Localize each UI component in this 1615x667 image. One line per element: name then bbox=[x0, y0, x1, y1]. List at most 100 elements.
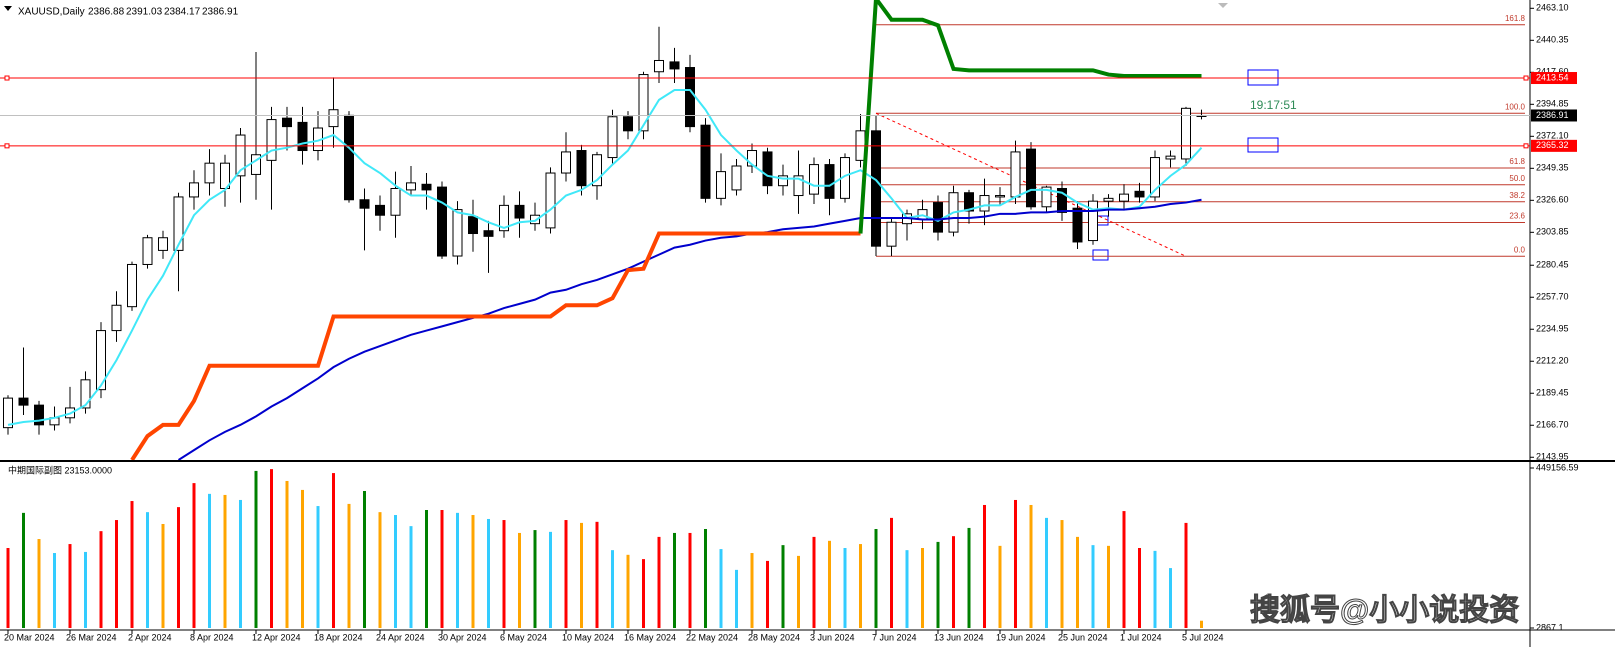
candle-body bbox=[375, 204, 385, 216]
plot-clip-group bbox=[3, 0, 1525, 460]
bar bbox=[1138, 548, 1141, 628]
candle-body bbox=[762, 151, 773, 187]
price-tag bbox=[1531, 109, 1577, 122]
bar bbox=[440, 510, 444, 628]
x-tick-label: 1 Jul 2024 bbox=[1120, 632, 1162, 642]
indicator-line bbox=[858, 0, 1202, 234]
bar bbox=[22, 512, 25, 628]
bar bbox=[394, 515, 397, 628]
bar bbox=[564, 520, 568, 628]
bar bbox=[580, 522, 583, 628]
x-tick-label: 30 Apr 2024 bbox=[438, 632, 487, 642]
candle-body bbox=[297, 121, 308, 152]
bar bbox=[781, 545, 785, 628]
bar bbox=[1169, 568, 1172, 628]
bar bbox=[6, 548, 10, 628]
y-tick-label: 2234.95 bbox=[1536, 324, 1569, 334]
bar bbox=[719, 549, 723, 628]
y-tick-label: 2189.45 bbox=[1536, 388, 1569, 398]
bar bbox=[456, 512, 459, 628]
candle-body bbox=[189, 182, 199, 198]
bar bbox=[626, 554, 630, 628]
x-tick-label: 5 Jul 2024 bbox=[1182, 632, 1224, 642]
candle-body bbox=[3, 397, 13, 429]
indicator-line bbox=[177, 198, 1202, 460]
y-tick-label: 2212.20 bbox=[1536, 356, 1569, 366]
bar bbox=[812, 536, 816, 628]
bar bbox=[983, 504, 986, 628]
bar bbox=[1153, 550, 1157, 628]
bar bbox=[1060, 520, 1064, 628]
candle-body bbox=[995, 195, 1005, 198]
y-tick-label: 2463.10 bbox=[1536, 3, 1569, 13]
bar bbox=[657, 536, 661, 628]
ohlc-open: 2386.88 bbox=[88, 7, 125, 18]
candle-body bbox=[204, 162, 215, 184]
bar bbox=[146, 512, 149, 628]
fib-label: 38.2 bbox=[1509, 191, 1525, 200]
y-tick-label: 2326.60 bbox=[1536, 195, 1569, 205]
candle-body bbox=[530, 214, 540, 225]
bar bbox=[270, 469, 273, 628]
candle-body bbox=[1026, 148, 1036, 208]
bar bbox=[84, 551, 87, 628]
bar bbox=[332, 473, 335, 628]
candle-body bbox=[282, 117, 292, 128]
candle-body bbox=[359, 199, 370, 209]
bar bbox=[890, 517, 893, 628]
bar bbox=[642, 559, 645, 628]
bar bbox=[130, 501, 134, 628]
bar bbox=[301, 489, 304, 628]
bar bbox=[208, 493, 211, 628]
fib-label: 161.8 bbox=[1505, 14, 1526, 23]
candle-body bbox=[561, 151, 571, 174]
bar bbox=[99, 531, 103, 628]
level-tag bbox=[1531, 139, 1577, 152]
watermark: 搜狐号@小小说投资 bbox=[1250, 594, 1519, 627]
bar bbox=[595, 521, 599, 628]
level-anchor bbox=[4, 143, 10, 149]
y-tick-label: 449156.59 bbox=[1536, 462, 1579, 472]
bar bbox=[487, 518, 490, 628]
indicator-line bbox=[130, 231, 861, 460]
x-tick-label: 28 May 2024 bbox=[748, 632, 800, 642]
bar bbox=[363, 491, 366, 628]
indicator-title: 中期国际副图 23153.0000 bbox=[8, 464, 112, 475]
candle-body bbox=[607, 116, 618, 159]
y-tick-label: 2166.70 bbox=[1536, 420, 1569, 430]
candle-body bbox=[173, 196, 184, 251]
indicator-line bbox=[7, 89, 1203, 426]
candle-body bbox=[654, 59, 664, 73]
candle-body bbox=[576, 150, 587, 187]
candle-body bbox=[1010, 151, 1021, 198]
bar bbox=[998, 545, 1002, 628]
level-label: 2413.54 bbox=[1536, 72, 1569, 82]
candle-body bbox=[499, 204, 509, 232]
plot-layer: 2463.10 2440.35 2417.60 2394.85 2372.10 2349.… bbox=[0, 0, 1579, 642]
x-tick-label: 24 Apr 2024 bbox=[376, 632, 425, 642]
candle-body bbox=[1103, 197, 1114, 202]
bar bbox=[1122, 511, 1126, 628]
bar bbox=[843, 548, 847, 628]
bar bbox=[673, 532, 676, 628]
bar bbox=[254, 470, 258, 628]
bar bbox=[502, 520, 506, 628]
x-tick-label: 10 May 2024 bbox=[562, 632, 614, 642]
candle-body bbox=[623, 116, 633, 132]
candle-body bbox=[1165, 155, 1176, 160]
bar bbox=[688, 532, 692, 628]
bar bbox=[1200, 620, 1203, 628]
bar bbox=[1014, 499, 1017, 628]
candle-body bbox=[111, 304, 122, 332]
candle-body bbox=[824, 164, 835, 199]
x-tick-label: 26 Mar 2024 bbox=[66, 632, 117, 642]
bar bbox=[192, 483, 196, 628]
candle-body bbox=[468, 216, 478, 235]
candle-body bbox=[421, 183, 432, 191]
candle-body bbox=[592, 154, 602, 187]
candle-body bbox=[871, 130, 881, 247]
bar bbox=[936, 541, 940, 628]
bar-countdown: 19:17:51 bbox=[1250, 98, 1297, 112]
x-tick-label: 22 May 2024 bbox=[686, 632, 738, 642]
